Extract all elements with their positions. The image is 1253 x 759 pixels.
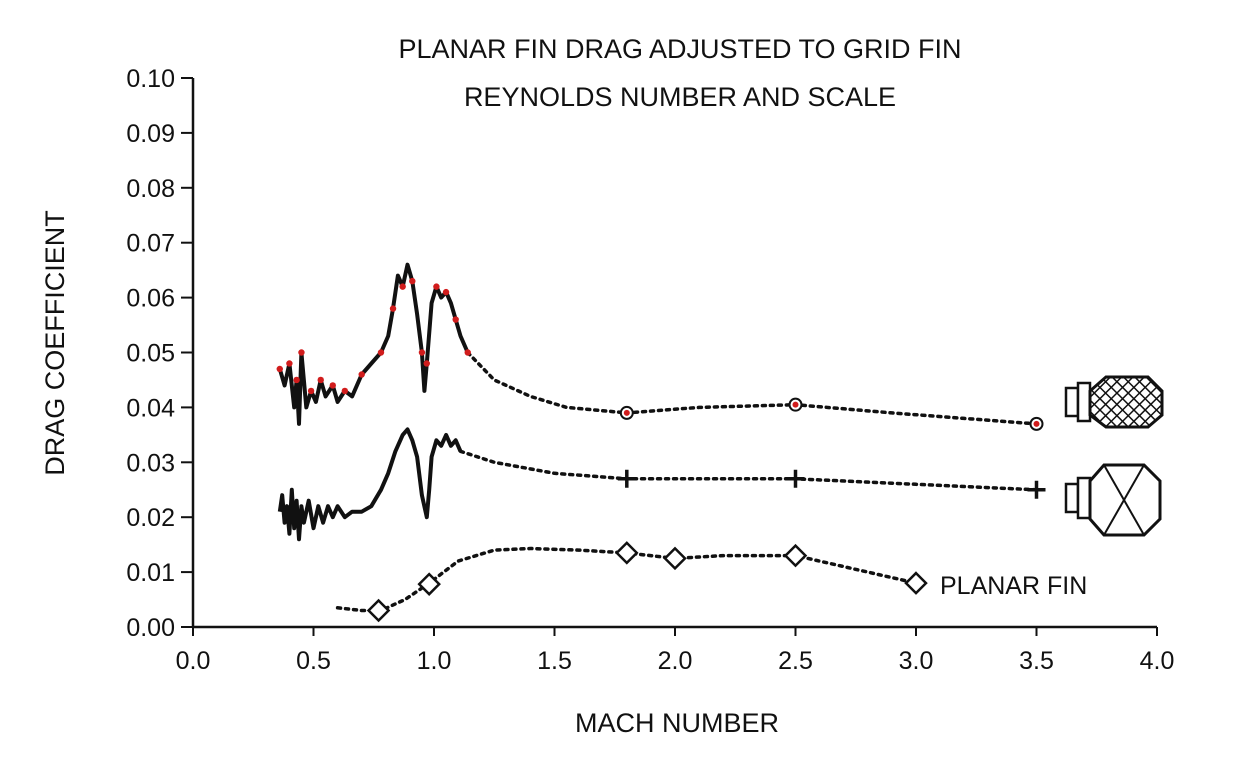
x-tick-label: 1.0 [417, 647, 452, 675]
x-tick-label: 1.5 [537, 647, 572, 675]
series-0-measured-point [293, 376, 300, 384]
open-grid-fin-icon [1064, 463, 1162, 537]
y-tick-label: 0.05 [126, 340, 175, 368]
series-0-measured-point [464, 349, 471, 356]
series-0-measured-point [423, 360, 430, 367]
series-0-measured-point [358, 371, 365, 378]
series-0-measured-point [298, 349, 305, 356]
series-0-measured-point [377, 349, 385, 356]
series-0-fit-line [465, 350, 1039, 426]
series-0-measured-point [329, 382, 336, 389]
series-0-point-dot [623, 409, 630, 416]
series-0-measured-line [277, 262, 470, 426]
series-0-measured-point [418, 349, 426, 356]
series-0-point-dot [792, 401, 799, 408]
x-tick-label: 2.5 [778, 647, 813, 675]
y-tick-label: 0.02 [126, 504, 175, 532]
axes [191, 78, 1157, 629]
y-tick-label: 0.06 [126, 285, 175, 313]
x-tick-label: 0.0 [176, 647, 211, 675]
series-0-point-dot [1033, 420, 1040, 427]
series-0-measured-point [452, 316, 459, 323]
series-1-point [1027, 480, 1046, 499]
x-tick-label: 3.0 [899, 647, 934, 675]
series-1-point [617, 469, 636, 488]
y-tick-label: 0.07 [126, 230, 175, 258]
chart-title-line-2: REYNOLDS NUMBER AND SCALE [464, 82, 896, 112]
series-0-measured-point [399, 283, 406, 290]
series-2-point [904, 571, 928, 595]
y-tick-label: 0.01 [126, 559, 175, 587]
series-1-measured-line [277, 427, 463, 542]
x-tick-label: 3.5 [1019, 647, 1054, 675]
y-axis-title: DRAG COEFFICIENT [40, 210, 70, 476]
y-tick-label: 0.00 [126, 614, 175, 642]
series-2-point [783, 543, 808, 568]
series-0-measured-point [307, 387, 315, 395]
series-0-measured-point [286, 360, 293, 367]
series-0-measured-point [409, 277, 416, 285]
x-tick-label: 0.5 [296, 647, 331, 675]
lattice-grid-fin-icon [1064, 375, 1164, 429]
y-tick-label: 0.09 [126, 120, 175, 148]
x-axis-title: MACH NUMBER [575, 708, 779, 738]
series-0-measured-point [317, 376, 324, 384]
series-1-fit-line [458, 449, 1039, 492]
series-2-point [663, 546, 687, 571]
series-1-point [786, 469, 805, 488]
y-tick-label: 0.08 [126, 175, 175, 203]
series-0-measured-point [389, 305, 397, 312]
series-0-measured-point [433, 283, 440, 290]
series-2-point [615, 541, 639, 565]
planar-fin-label: PLANAR FIN [940, 572, 1087, 600]
series-2-fit-line [335, 546, 918, 613]
x-tick-label: 2.0 [658, 647, 693, 675]
chart-title-line-1: PLANAR FIN DRAG ADJUSTED TO GRID FIN [398, 34, 961, 64]
series-0-measured-point [341, 387, 349, 395]
series-2-point [366, 598, 391, 623]
y-tick-label: 0.04 [126, 394, 175, 422]
series-0-measured-point [442, 288, 450, 296]
y-tick-label: 0.10 [126, 65, 175, 93]
x-tick-label: 4.0 [1140, 647, 1175, 675]
series-2-point [417, 572, 441, 596]
series-0-measured-point [276, 365, 283, 373]
y-tick-label: 0.03 [126, 449, 175, 477]
